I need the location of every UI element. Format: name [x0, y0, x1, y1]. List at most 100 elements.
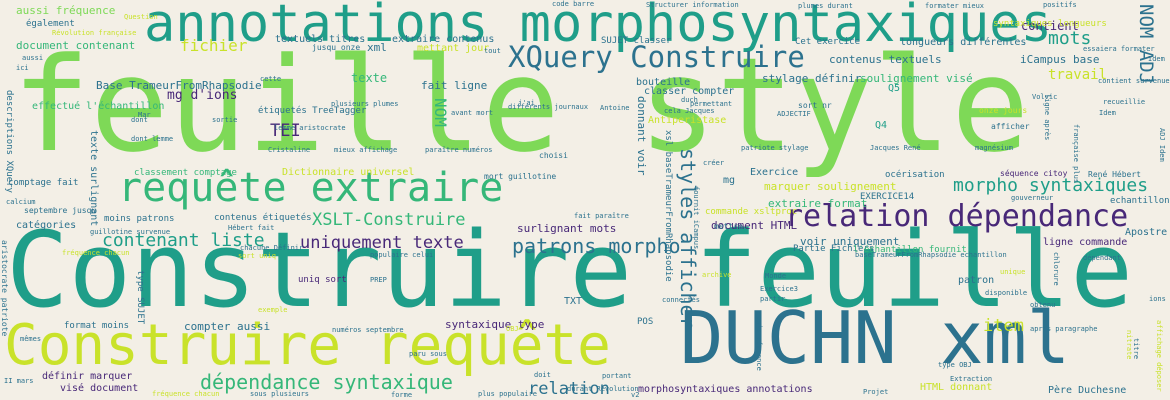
word: paraître numéros: [425, 146, 493, 154]
word: relation dépendance: [785, 199, 1129, 234]
word: Cristaline: [268, 146, 311, 154]
word: paru sous: [409, 350, 447, 358]
word: travail: [1048, 67, 1108, 83]
word: Antoine: [600, 104, 630, 112]
word: formater mieux: [925, 2, 985, 10]
word: item: [983, 316, 1024, 336]
word: René Hébert: [1088, 170, 1141, 179]
word: descriptions XQuery: [4, 90, 14, 193]
word: EXERCICE14: [860, 192, 915, 202]
word: Monde: [765, 272, 787, 280]
word: iCampus base: [1020, 53, 1100, 66]
word: document HTML: [711, 219, 798, 232]
word: stylage définir: [762, 72, 862, 85]
word: morpho syntaxiques: [953, 175, 1149, 196]
word: surlignant mots: [517, 222, 617, 235]
word: mieux affichage: [334, 146, 398, 154]
word: ici: [16, 64, 29, 72]
word: soulignement visé: [860, 72, 973, 85]
word: mettant jour: [417, 43, 490, 54]
word: fait paraître: [574, 212, 629, 220]
word: xml: [367, 41, 387, 54]
word: ligne commande: [1043, 237, 1128, 248]
word: effectué l'échantillon: [32, 101, 165, 112]
word: patron: [958, 275, 995, 286]
word: contenus étiquetés: [214, 213, 312, 223]
word: syntaxique type: [445, 318, 545, 331]
word: II mars: [4, 377, 34, 385]
word: océrisation: [885, 170, 945, 180]
word: bouteille: [636, 77, 691, 88]
word: longueurs différentes: [900, 37, 1027, 48]
word: plumes durant: [798, 2, 853, 10]
word: classer compter: [644, 86, 735, 97]
word: Partie Fichiers: [793, 244, 875, 254]
word: type SUJET: [135, 270, 145, 325]
word: Père Duchesne: [1048, 385, 1127, 396]
word: plus populaire: [478, 390, 538, 398]
word: mots: [1048, 28, 1092, 49]
word: Antiperistase: [648, 115, 727, 126]
word: fournit iCampus: [692, 186, 700, 250]
word: extraire contenus: [392, 34, 495, 45]
word: document contenant: [16, 39, 136, 52]
word: obtenu: [1030, 301, 1056, 309]
word: disponible: [985, 289, 1028, 297]
word: chacune Définir: [240, 244, 304, 252]
word: calcium: [6, 198, 36, 206]
word: Exercice3: [760, 285, 798, 293]
word: guillotine survenue: [90, 228, 171, 236]
word: forme: [391, 391, 413, 399]
word: Cet exercice: [795, 37, 861, 47]
word: donnant voir: [635, 96, 648, 176]
word: Base TrameurFromRhapsodie: [96, 79, 262, 92]
word: définir marquer: [42, 371, 133, 382]
word: Apostre: [1125, 227, 1168, 238]
word: visé document: [60, 383, 139, 394]
word: magnésium: [975, 144, 1013, 152]
word: texte surlignant: [88, 130, 99, 227]
word: portant: [602, 372, 632, 380]
word: unique: [1000, 268, 1026, 276]
word: Q5: [888, 83, 901, 94]
word: septembre jusqu: [24, 206, 97, 215]
word: fréquence chacun: [152, 390, 220, 398]
word: Q4: [875, 120, 888, 131]
word: uniq sort: [298, 275, 347, 285]
word: catégories: [16, 220, 77, 231]
word: fichier: [180, 36, 248, 55]
word: uniquement texte: [300, 233, 464, 253]
word: patrons morpho: [512, 234, 681, 258]
word: mêmes: [20, 335, 42, 343]
word: comptage fait: [8, 178, 79, 188]
word: séquence citoy: [1000, 169, 1068, 178]
word: mg d'ions: [167, 88, 238, 103]
word: aristocrate patriote: [0, 240, 9, 337]
word: echantillon xml: [1110, 196, 1170, 206]
word: Exercice: [750, 167, 799, 178]
word: contenus textuels: [829, 53, 942, 66]
word: choisi: [539, 151, 568, 160]
word: ADJ Idem: [1158, 128, 1166, 162]
word: aussi: [22, 54, 44, 62]
word: contient survenue: [1098, 77, 1170, 85]
word: ADJECTIF: [777, 110, 811, 118]
word: v2: [631, 391, 640, 399]
word: sort nr: [798, 101, 832, 110]
word: dépendance syntaxique: [200, 370, 453, 394]
word: fait ligne: [421, 79, 488, 92]
word: l'échantillon fournit: [853, 245, 967, 255]
word: xsl baseTrameurFromRhapsodie: [663, 130, 673, 282]
word: exemple: [258, 306, 288, 314]
word: dépendant: [1083, 254, 1121, 262]
word: styles afficher: [676, 148, 700, 329]
word: format moins: [64, 321, 130, 331]
word: baseTrameurFromRhapsodie echantillon: [855, 251, 1007, 259]
word: plusieurs plumes: [331, 100, 399, 108]
word: affichage déposer: [1155, 320, 1163, 392]
word: française plus: [1072, 124, 1080, 184]
word: annotations morphosyntaxiques: [144, 0, 1052, 54]
word: doit: [534, 371, 551, 379]
word: jusqu onze: [312, 43, 361, 52]
